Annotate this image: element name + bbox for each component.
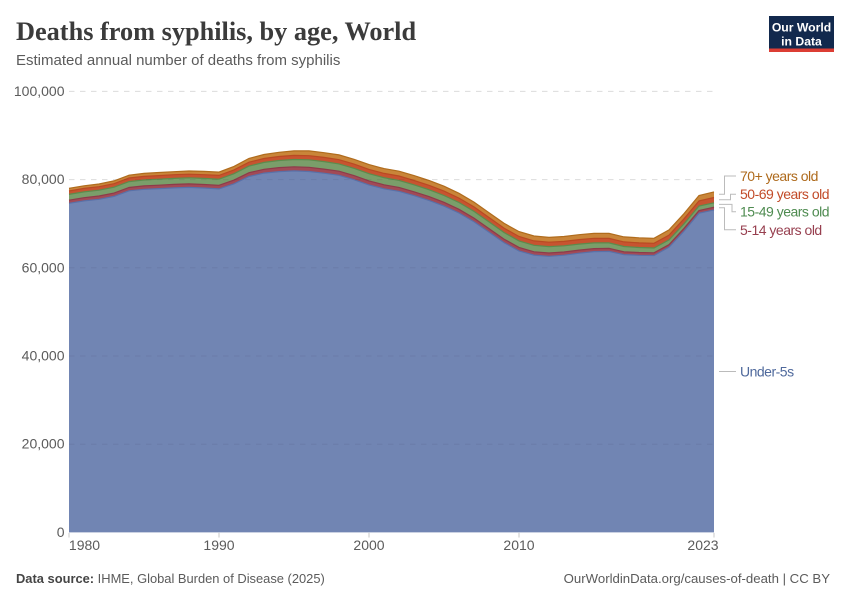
svg-text:5-14 years old: 5-14 years old — [740, 222, 822, 238]
svg-text:100,000: 100,000 — [14, 83, 65, 99]
svg-text:Under-5s: Under-5s — [740, 363, 794, 379]
svg-text:80,000: 80,000 — [22, 171, 65, 187]
svg-text:OurWorldinData.org/causes-of-d: OurWorldinData.org/causes-of-death | CC … — [564, 571, 831, 586]
svg-text:2010: 2010 — [503, 537, 534, 553]
svg-text:Our World: Our World — [772, 21, 831, 35]
svg-text:2023: 2023 — [687, 537, 718, 553]
svg-text:Estimated annual number of dea: Estimated annual number of deaths from s… — [16, 52, 340, 69]
svg-text:0: 0 — [57, 524, 65, 540]
svg-text:40,000: 40,000 — [22, 348, 65, 364]
svg-text:60,000: 60,000 — [22, 259, 65, 275]
svg-text:Deaths from syphilis, by age,: Deaths from syphilis, by age, World — [16, 17, 416, 46]
svg-text:20,000: 20,000 — [22, 436, 65, 452]
svg-text:2000: 2000 — [353, 537, 384, 553]
svg-text:in Data: in Data — [781, 35, 822, 49]
svg-text:Data source: IHME, Global Burd: Data source: IHME, Global Burden of Dise… — [16, 571, 325, 586]
svg-text:1980: 1980 — [69, 537, 100, 553]
svg-text:70+ years old: 70+ years old — [740, 168, 818, 184]
svg-text:50-69 years old: 50-69 years old — [740, 186, 829, 202]
svg-text:1990: 1990 — [203, 537, 234, 553]
svg-text:15-49 years old: 15-49 years old — [740, 204, 829, 220]
